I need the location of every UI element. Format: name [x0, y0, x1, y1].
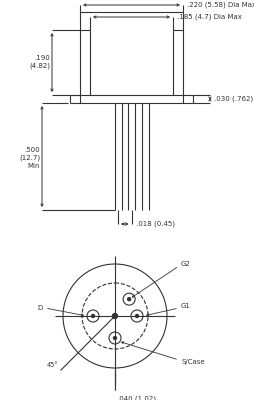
Text: G2: G2: [181, 261, 191, 267]
Text: (12.7): (12.7): [19, 154, 40, 161]
Text: Min: Min: [27, 162, 40, 168]
Text: .500: .500: [24, 146, 40, 152]
Circle shape: [135, 314, 138, 318]
Circle shape: [91, 314, 94, 318]
Text: 45°: 45°: [47, 362, 59, 368]
Text: S/Case: S/Case: [181, 359, 205, 365]
Text: D: D: [38, 305, 43, 311]
Text: .030 (.762) Max: .030 (.762) Max: [214, 96, 254, 102]
Circle shape: [128, 298, 131, 301]
Text: .040 (1.02): .040 (1.02): [117, 395, 156, 400]
Circle shape: [113, 314, 118, 318]
Text: .185 (4.7) Dia Max: .185 (4.7) Dia Max: [177, 14, 242, 20]
Text: (4.82): (4.82): [29, 62, 50, 69]
Text: G1: G1: [181, 303, 191, 309]
Text: .018 (0.45): .018 (0.45): [136, 221, 176, 227]
Text: .220 (5.58) Dia Max: .220 (5.58) Dia Max: [187, 2, 254, 8]
Circle shape: [114, 336, 117, 340]
Text: .190: .190: [34, 54, 50, 60]
